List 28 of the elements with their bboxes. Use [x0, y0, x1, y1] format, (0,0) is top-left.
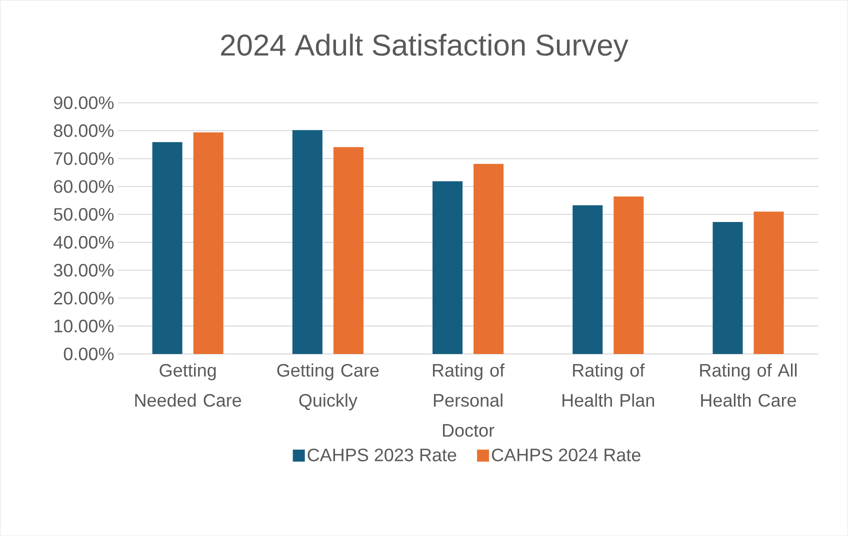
bar — [712, 222, 743, 354]
x-tick-label: Rating of All Health Care — [700, 364, 797, 407]
bar — [292, 130, 322, 354]
bar — [474, 164, 504, 354]
x-tick-label: Rating of Personal Doctor — [432, 364, 505, 437]
y-tick-label: 0.00% — [64, 348, 114, 360]
y-tick-label: 60.00% — [54, 180, 114, 193]
y-tick-label: 30.00% — [54, 264, 114, 277]
y-tick-label: 90.00% — [54, 96, 114, 110]
bar — [432, 181, 463, 354]
x-tick-label: Rating of Health Plan — [562, 364, 654, 407]
chart-title: 2024 Adult Satisfaction Survey — [221, 34, 628, 62]
legend-label: CAHPS 2024 Rate — [492, 448, 640, 462]
bar — [152, 142, 182, 354]
bar — [754, 212, 784, 354]
y-tick-label: 10.00% — [54, 320, 114, 333]
y-tick-label: 40.00% — [54, 236, 114, 249]
bar — [193, 132, 224, 354]
bar — [614, 196, 644, 354]
y-tick-label: 80.00% — [54, 124, 114, 138]
y-tick-label: 20.00% — [54, 292, 114, 305]
y-tick-label: 70.00% — [54, 152, 114, 166]
bar — [333, 147, 364, 354]
x-tick-label: Getting Care Quickly — [277, 364, 379, 410]
legend-label: CAHPS 2023 Rate — [308, 448, 456, 462]
x-tick-label: Getting Needed Care — [135, 364, 242, 407]
bar — [572, 205, 603, 354]
y-tick-label: 50.00% — [54, 208, 114, 221]
